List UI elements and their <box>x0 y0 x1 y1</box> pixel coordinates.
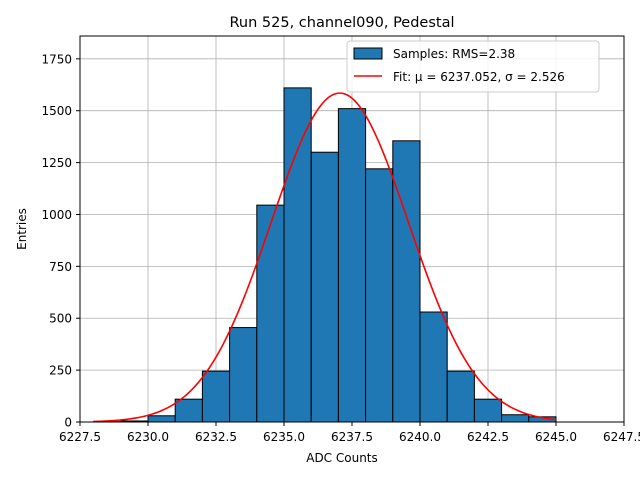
x-tick-label: 6242.5 <box>467 430 509 444</box>
gaussian-fit-curve <box>93 92 557 423</box>
legend-box <box>346 40 600 93</box>
y-axis-label: Entries <box>15 208 29 250</box>
y-tick-label: 0 <box>64 416 72 430</box>
histogram-bar <box>283 87 312 423</box>
x-tick-label: 6240.0 <box>399 430 441 444</box>
histogram-bar <box>446 370 475 423</box>
histogram-bar <box>419 311 448 423</box>
legend: Samples: RMS=2.38 Fit: μ = 6237.052, σ =… <box>346 40 600 93</box>
histogram-bar <box>365 168 394 423</box>
x-tick-label: 6247.5 <box>603 430 640 444</box>
y-tick-label: 1750 <box>41 52 72 66</box>
legend-label-fit: Fit: μ = 6237.052, σ = 2.526 <box>393 70 565 84</box>
y-tick-label: 250 <box>49 364 72 378</box>
histogram-bar <box>310 151 339 423</box>
histogram-bar <box>392 140 421 423</box>
x-axis-ticks: 6227.5 6230.0 6232.5 6235.0 6237.5 6240.0 6242… <box>59 422 640 444</box>
histogram-bar <box>174 398 203 423</box>
y-tick-label: 750 <box>49 260 72 274</box>
histogram-bar <box>256 204 285 423</box>
histogram-bar <box>501 414 530 423</box>
y-tick-label: 1000 <box>41 208 72 222</box>
x-tick-label: 6232.5 <box>195 430 237 444</box>
histogram-bar <box>201 370 231 423</box>
histogram-bar <box>473 398 503 423</box>
y-tick-label: 1250 <box>41 156 72 170</box>
x-tick-label: 6245.0 <box>535 430 577 444</box>
x-tick-label: 6230.0 <box>127 430 169 444</box>
histogram-bars <box>93 87 557 423</box>
y-axis-ticks: 0 250 500 750 1000 1250 1500 1750 <box>41 52 80 430</box>
chart-title: Run 525, channel090, Pedestal <box>229 15 454 31</box>
x-tick-label: 6227.5 <box>59 430 101 444</box>
y-tick-label: 1500 <box>41 104 72 118</box>
x-axis-label: ADC Counts <box>306 451 378 465</box>
y-tick-label: 500 <box>49 312 72 326</box>
histogram-bar <box>337 108 367 423</box>
legend-label-samples: Samples: RMS=2.38 <box>393 47 515 61</box>
legend-swatch-samples <box>353 47 383 60</box>
histogram-bar <box>229 327 258 423</box>
x-tick-label: 6237.5 <box>331 430 373 444</box>
x-tick-label: 6235.0 <box>263 430 305 444</box>
histogram-bar <box>147 415 176 423</box>
